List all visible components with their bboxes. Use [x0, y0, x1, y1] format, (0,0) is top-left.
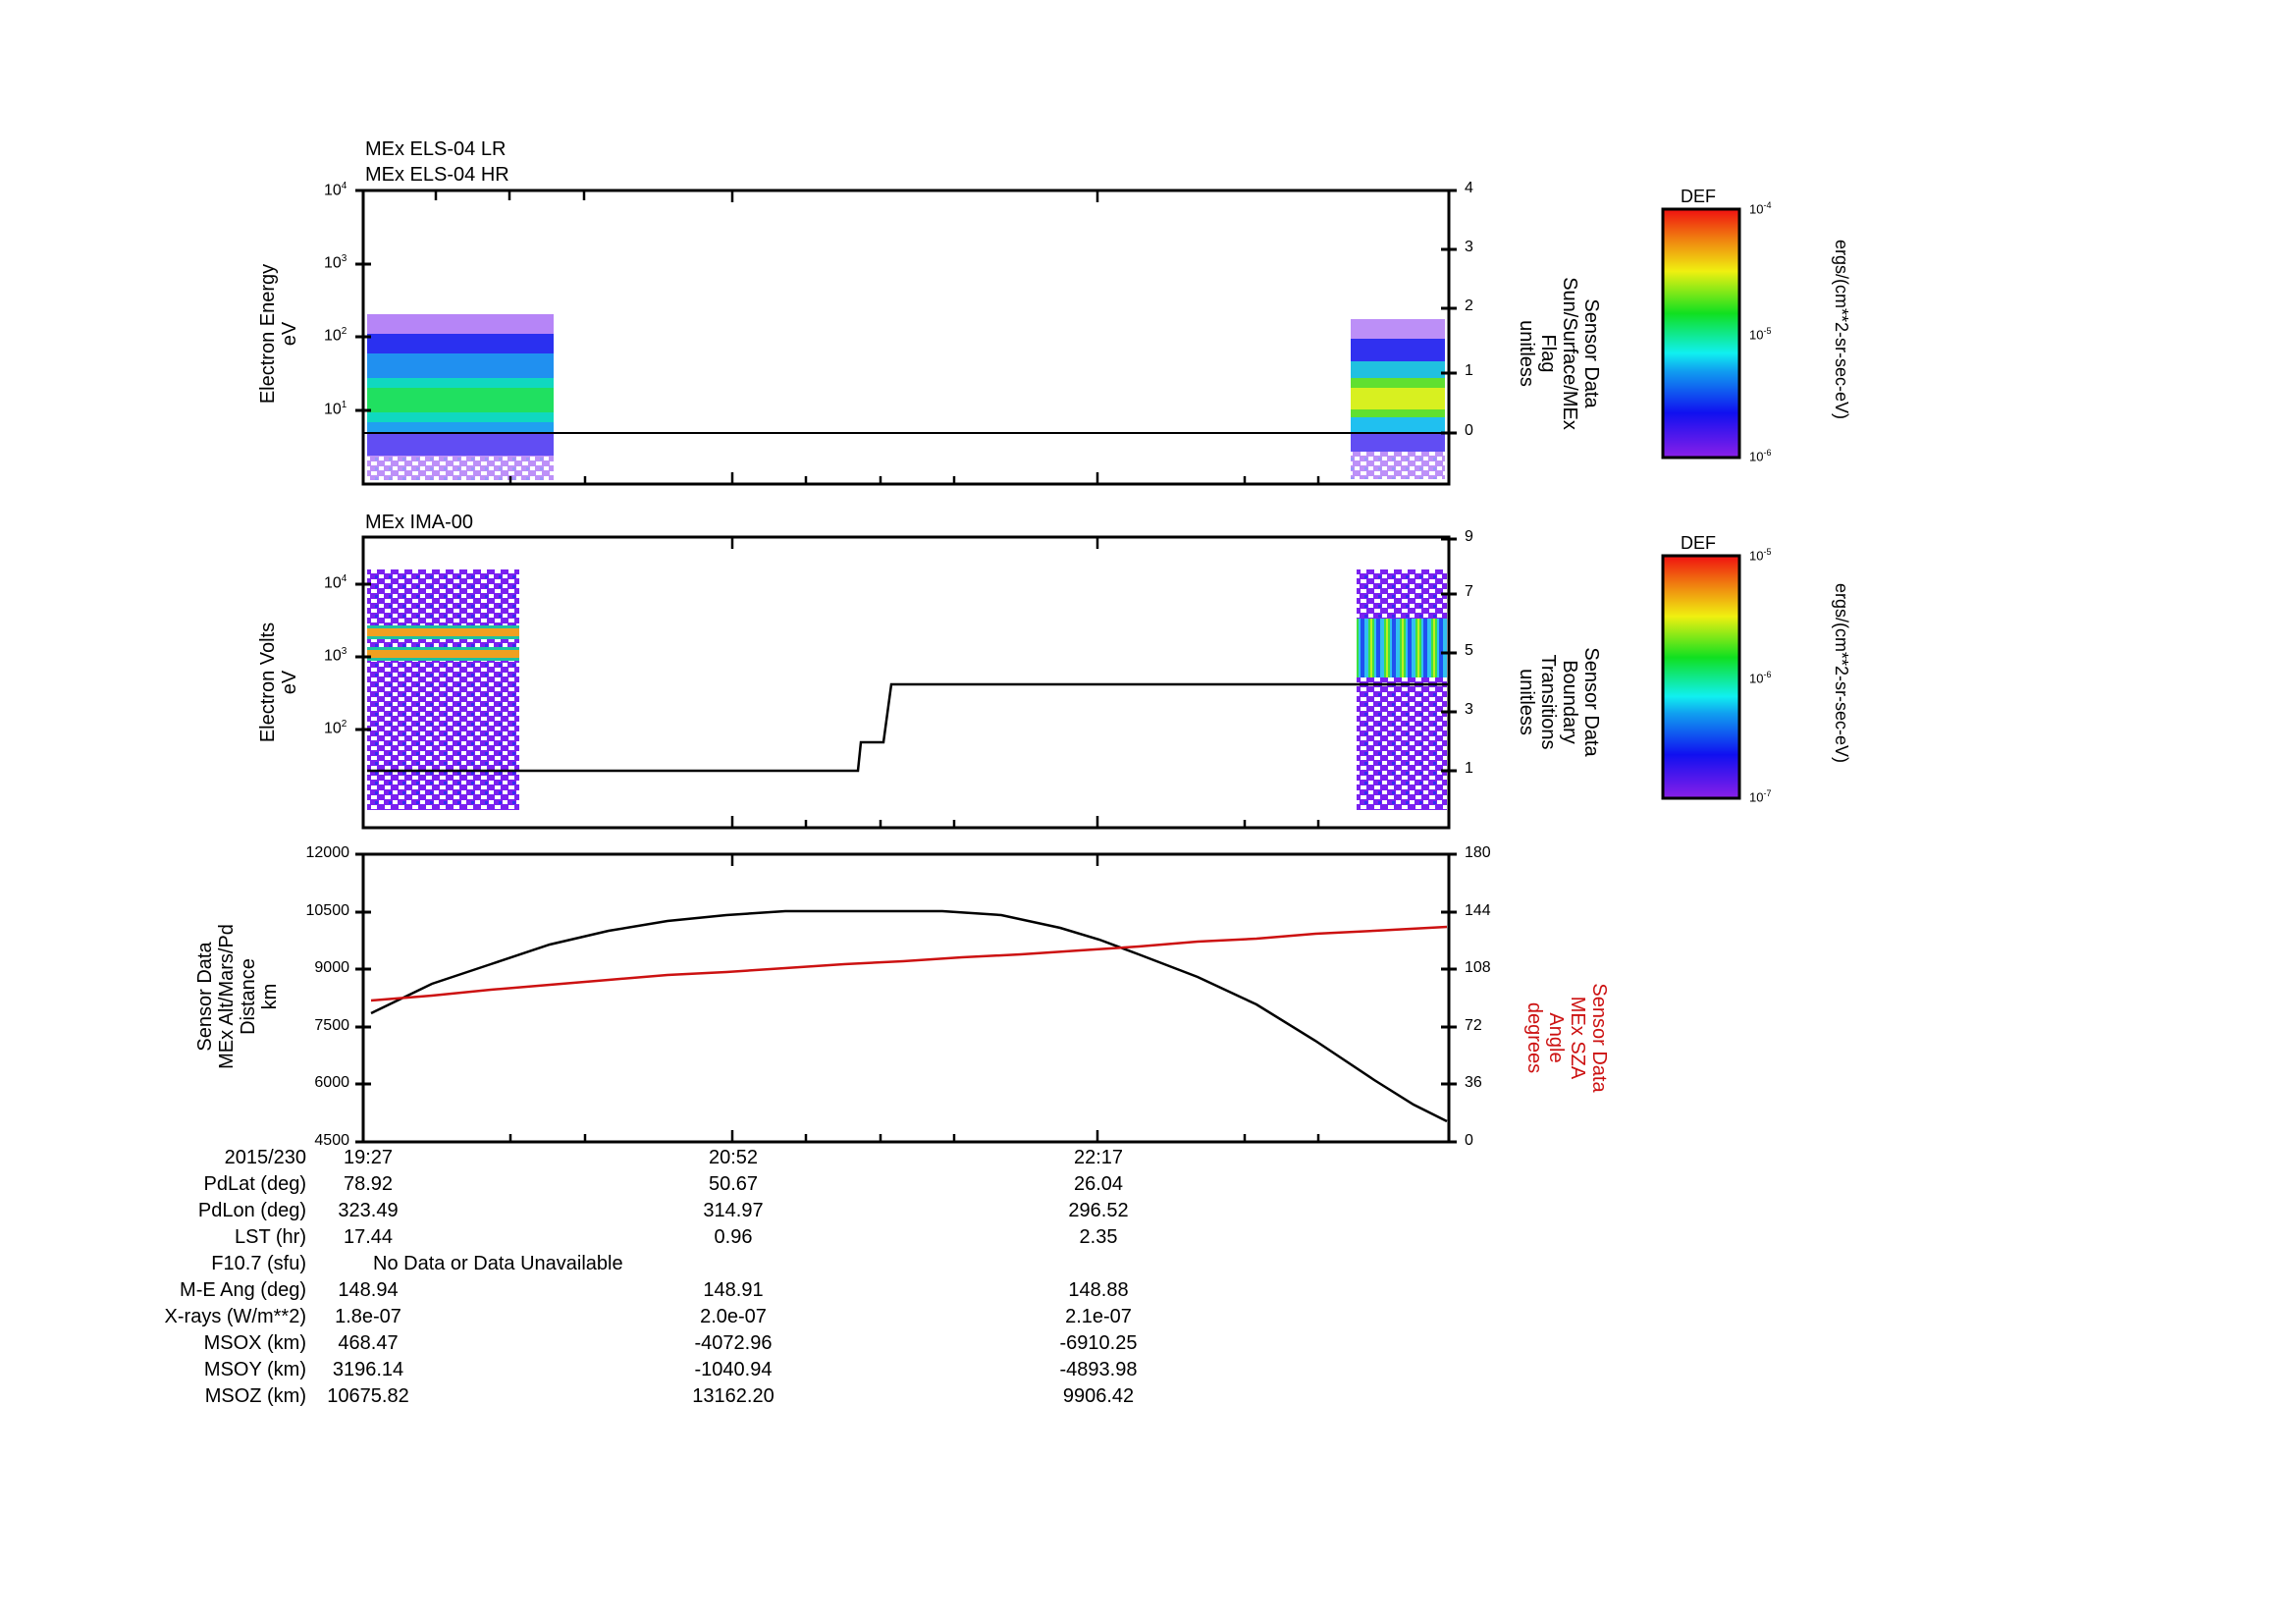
- ephem-value: 26.04: [1073, 1173, 1124, 1195]
- ephem-value: -4072.96: [694, 1332, 773, 1354]
- ephem-value: 0.96: [714, 1226, 753, 1248]
- colorbar2-max: 10-5: [1749, 547, 1772, 564]
- panel1-title-lr: MEx ELS-04 LR: [365, 138, 507, 160]
- p1-ytick-4: 1010^44: [324, 181, 347, 199]
- p3-y2tick: 108: [1465, 959, 1491, 976]
- panel3-frame: [361, 852, 1451, 1144]
- panel2-boundary-line: [367, 682, 1449, 773]
- ephem-value: 78.92: [343, 1173, 394, 1195]
- p3-ytick: 6000: [314, 1074, 349, 1091]
- p2-ytick-3: 103: [324, 646, 347, 665]
- p2-ytick-4: 104: [324, 573, 347, 592]
- ephem-value: 1.8e-07: [335, 1306, 401, 1327]
- ephem-value: -6910.25: [1059, 1332, 1138, 1354]
- ephem-value: 10675.82: [327, 1385, 409, 1407]
- p3-y2tick: 144: [1465, 902, 1491, 919]
- panel3-altitude-line: [370, 909, 1448, 1123]
- p1-y2tick: 3: [1465, 239, 1473, 255]
- ephem-label: F10.7 (sfu): [211, 1253, 306, 1274]
- ephem-value: 148.88: [1068, 1279, 1129, 1301]
- p1-y2tick: 1: [1465, 362, 1473, 379]
- ephem-label: MSOX (km): [203, 1332, 306, 1354]
- p2-y2tick: 9: [1465, 528, 1473, 545]
- panel2-frame: [361, 535, 1451, 830]
- p3-ytick: 12000: [305, 844, 350, 861]
- panel3-ylabel: Sensor Data MEx Alt/Mars/Pd Distance km: [194, 924, 281, 1069]
- ephem-value: 2.35: [1079, 1226, 1118, 1248]
- ephem-label: PdLon (deg): [197, 1200, 306, 1221]
- p3-y2tick: 36: [1465, 1074, 1482, 1091]
- p3-ytick: 10500: [305, 902, 350, 919]
- colorbar1-unit: ergs/(cm**2-sr-sec-eV): [1832, 240, 1851, 420]
- panel2-y2label: Sensor Data Boundary Transitions unitless: [1516, 647, 1602, 757]
- p3-ytick: 4500: [314, 1132, 349, 1149]
- ephem-value: 296.52: [1068, 1200, 1129, 1221]
- ephem-value: 50.67: [708, 1173, 759, 1195]
- ephem-label: M-E Ang (deg): [180, 1279, 306, 1301]
- ephem-date: 2015/230: [224, 1147, 306, 1168]
- time-ticks: [434, 190, 1320, 1142]
- colorbar2-unit: ergs/(cm**2-sr-sec-eV): [1832, 583, 1851, 764]
- p3-y2tick: 72: [1465, 1017, 1482, 1034]
- ephem-time: 22:17: [1073, 1147, 1124, 1168]
- colorbar1-title: DEF: [1681, 187, 1716, 206]
- p2-y2tick: 5: [1465, 642, 1473, 659]
- p3-ytick: 9000: [314, 959, 349, 976]
- ephem-value: 323.49: [338, 1200, 399, 1221]
- ephem-value: 148.94: [338, 1279, 399, 1301]
- colorbar-2: [1661, 554, 1741, 800]
- ephem-value: 468.47: [338, 1332, 399, 1354]
- ephem-label: PdLat (deg): [203, 1173, 306, 1195]
- panel2-title: MEx IMA-00: [365, 512, 474, 533]
- ephem-value: -4893.98: [1059, 1359, 1138, 1380]
- ephem-value: -1040.94: [694, 1359, 773, 1380]
- ephem-value: 314.97: [703, 1200, 764, 1221]
- ephem-time: 19:27: [343, 1147, 394, 1168]
- colorbar1-mid: 10-5: [1749, 326, 1772, 343]
- p2-y2tick: 7: [1465, 583, 1473, 600]
- p3-y2tick: 180: [1465, 844, 1491, 861]
- p1-y2tick: 0: [1465, 422, 1473, 439]
- ephem-value: 13162.20: [692, 1385, 774, 1407]
- p3-ytick: 7500: [314, 1017, 349, 1034]
- p2-y2tick: 1: [1465, 760, 1473, 777]
- ephem-time: 20:52: [708, 1147, 759, 1168]
- p1-y2tick: 4: [1465, 180, 1473, 196]
- ephem-value: 9906.42: [1062, 1385, 1135, 1407]
- p2-y2tick: 3: [1465, 701, 1473, 718]
- colorbar1-max: 10-4: [1749, 200, 1772, 217]
- p1-y2tick: 2: [1465, 298, 1473, 314]
- ephem-label: LST (hr): [235, 1226, 306, 1248]
- ephem-note: No Data or Data Unavailable: [373, 1253, 623, 1274]
- right-y-ticks: [1441, 189, 1457, 1144]
- panel2-ylabel: Electron Volts eV: [257, 622, 300, 743]
- p3-y2tick: 0: [1465, 1132, 1473, 1149]
- left-y-ticks: [355, 189, 371, 1144]
- p1-ytick-3: 103: [324, 253, 347, 272]
- panel1-title-hr: MEx ELS-04 HR: [365, 164, 509, 186]
- panel3-y2label: Sensor Data MEx SZA Angle degrees: [1523, 983, 1610, 1093]
- ephem-label: MSOZ (km): [204, 1385, 306, 1407]
- ephem-label: MSOY (km): [203, 1359, 306, 1380]
- ephem-value: 148.91: [703, 1279, 764, 1301]
- p1-ytick-1: 101: [324, 400, 347, 418]
- p1-ytick-2: 102: [324, 326, 347, 345]
- panel2-spectrogram: [367, 569, 1447, 810]
- panel3-sza-line: [370, 925, 1448, 1002]
- ephem-value: 17.44: [343, 1226, 394, 1248]
- colorbar2-mid: 10-6: [1749, 670, 1772, 686]
- colorbar1-min: 10-6: [1749, 448, 1772, 464]
- p2-ytick-2: 102: [324, 719, 347, 737]
- panel1-ylabel: Electron Energy eV: [257, 263, 300, 405]
- panel1-y2label: Sensor Data Sun/Surface/MEx Flag unitless: [1516, 277, 1602, 430]
- ephem-label: X-rays (W/m**2): [164, 1306, 306, 1327]
- panel1-spectrogram: [367, 314, 1445, 480]
- ephem-value: 3196.14: [332, 1359, 404, 1380]
- colorbar2-title: DEF: [1681, 533, 1716, 553]
- ephem-value: 2.1e-07: [1065, 1306, 1132, 1327]
- colorbar2-min: 10-7: [1749, 788, 1772, 805]
- ephem-value: 2.0e-07: [700, 1306, 767, 1327]
- colorbar-1: [1661, 207, 1741, 460]
